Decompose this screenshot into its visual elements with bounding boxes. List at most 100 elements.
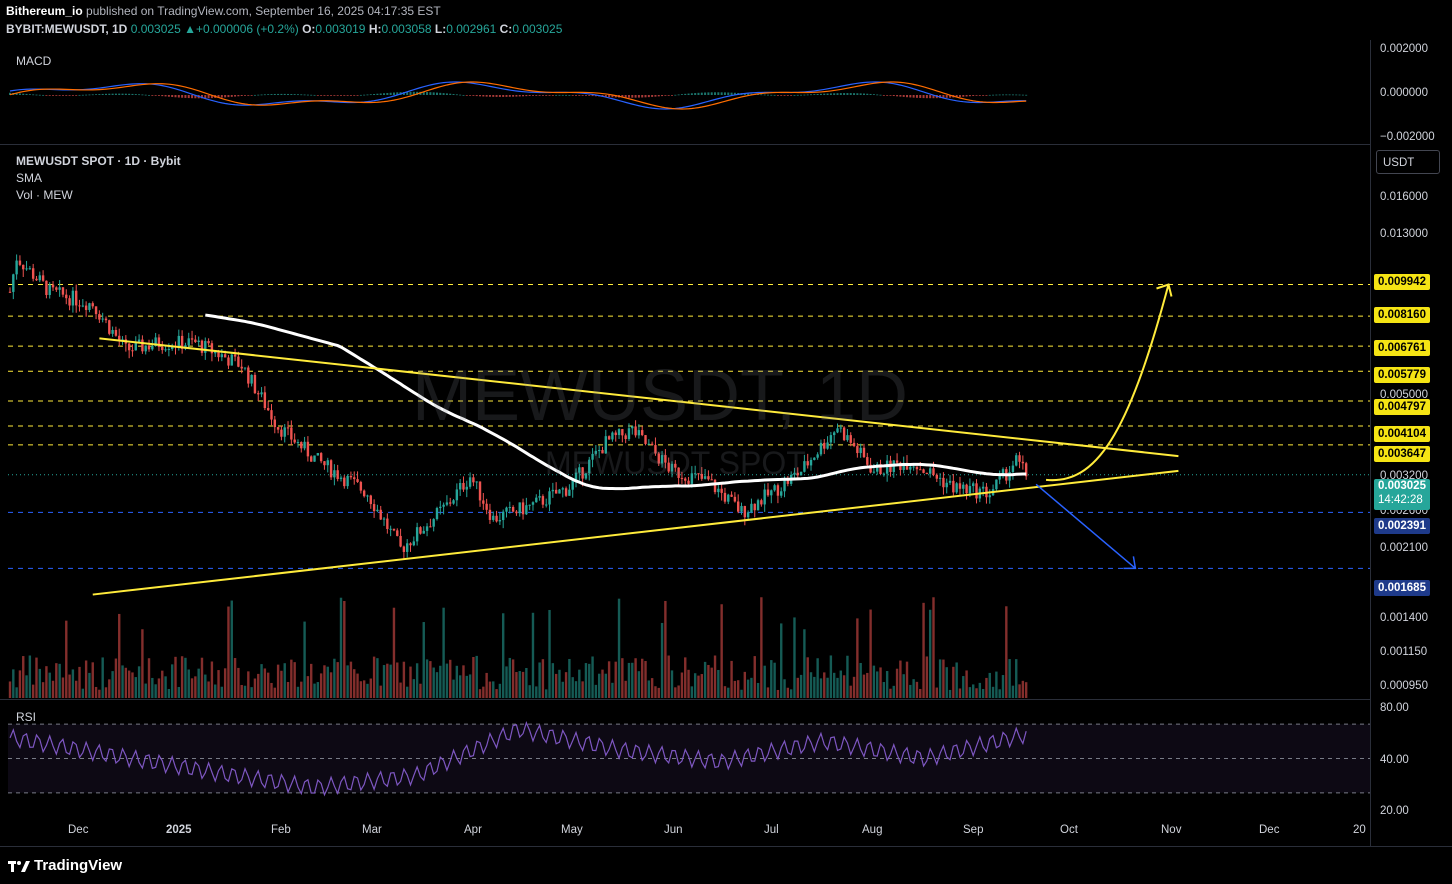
- candle-body: [346, 475, 349, 487]
- volume-bar: [323, 665, 326, 698]
- macd-histogram-bar: [641, 95, 644, 98]
- bearish-arrow-head: [1123, 556, 1137, 570]
- candle-body: [257, 393, 260, 395]
- macd-histogram-bar: [200, 95, 203, 99]
- currency-button[interactable]: USDT: [1376, 150, 1440, 174]
- sma-legend[interactable]: SMA: [16, 171, 43, 185]
- volume-bar: [273, 687, 276, 698]
- macd-histogram-bar: [1025, 94, 1028, 96]
- volume-bar: [541, 659, 545, 698]
- candle-body: [842, 427, 846, 441]
- macd-histogram-bar: [131, 93, 134, 95]
- macd-histogram-bar: [445, 93, 448, 95]
- volume-bar: [816, 658, 819, 698]
- macd-histogram-bar: [541, 95, 544, 96]
- candle-body: [362, 490, 366, 497]
- volume-bar: [545, 689, 548, 698]
- candle-body: [333, 470, 336, 478]
- volume-bar: [591, 656, 594, 698]
- volume-bar: [492, 681, 495, 698]
- macd-histogram-bar: [1008, 94, 1011, 96]
- macd-legend[interactable]: MACD: [16, 54, 52, 68]
- macd-histogram-bar: [104, 93, 107, 95]
- volume-bar: [727, 687, 730, 698]
- candle-body: [826, 442, 829, 449]
- candle-body: [981, 486, 985, 489]
- candle-body: [905, 462, 909, 470]
- volume-bar: [300, 681, 303, 698]
- candle-body: [197, 340, 200, 343]
- macd-histogram-bar: [333, 95, 336, 96]
- candle-body: [84, 305, 88, 310]
- macd-histogram-bar: [862, 93, 865, 95]
- volume-bar: [293, 662, 296, 698]
- chart-canvas[interactable]: [0, 0, 1452, 846]
- macd-histogram-bar: [839, 93, 842, 95]
- candle-body: [75, 290, 78, 306]
- macd-histogram-bar: [290, 94, 293, 95]
- macd-histogram-bar: [1011, 94, 1014, 96]
- candle-body: [422, 530, 425, 534]
- candle-body: [942, 477, 945, 488]
- volume-bar: [220, 686, 224, 698]
- candle-body: [641, 430, 644, 436]
- candle-body: [240, 366, 243, 369]
- macd-histogram-bar: [482, 95, 485, 97]
- volume-bar: [253, 678, 257, 698]
- volume-legend[interactable]: Vol · MEW: [16, 188, 73, 202]
- candle-body: [561, 488, 564, 490]
- level-label: 0.002391: [1374, 518, 1430, 534]
- volume-bar: [406, 686, 409, 698]
- tradingview-logo[interactable]: TradingView: [8, 857, 122, 874]
- macd-histogram-bar: [257, 94, 260, 96]
- macd-histogram-bar: [389, 92, 392, 95]
- price-axis[interactable]: [1370, 40, 1452, 846]
- macd-histogram-bar: [581, 95, 584, 96]
- volume-bar: [786, 687, 790, 698]
- candle-body: [776, 485, 780, 496]
- volume-bar: [270, 682, 273, 698]
- macd-histogram-bar: [902, 95, 905, 97]
- volume-bar: [204, 674, 207, 698]
- macd-histogram-bar: [42, 94, 45, 96]
- volume-bar: [872, 665, 876, 698]
- candle-body: [339, 477, 343, 479]
- volume-bar: [680, 672, 684, 698]
- volume-bar: [832, 672, 836, 698]
- volume-bar: [842, 675, 846, 698]
- macd-histogram-bar: [528, 95, 531, 96]
- rsi-axis-label: 80.00: [1380, 702, 1409, 714]
- volume-bar: [396, 662, 399, 698]
- volume-bar: [227, 606, 230, 698]
- volume-bar: [793, 617, 796, 698]
- candle-body: [968, 486, 972, 494]
- candle-body: [611, 432, 614, 440]
- macd-histogram-bar: [217, 95, 220, 98]
- candle-body: [207, 341, 210, 344]
- sma-line: [205, 313, 1027, 491]
- volume-bar: [68, 674, 71, 698]
- candle-body: [465, 486, 468, 490]
- macd-histogram-bar: [624, 95, 627, 98]
- rsi-legend[interactable]: RSI: [16, 710, 37, 724]
- current-price-value: 0.003025: [1378, 480, 1426, 492]
- candle-body: [601, 450, 604, 454]
- candle-body: [819, 442, 823, 455]
- candle-body: [588, 459, 591, 474]
- volume-bar: [962, 676, 965, 698]
- volume-bar: [925, 656, 929, 698]
- volume-bar: [737, 680, 740, 698]
- macd-histogram-bar: [810, 94, 813, 96]
- publisher-name[interactable]: Bithereum_io: [6, 4, 83, 18]
- volume-bar: [892, 685, 895, 698]
- candle-body: [91, 303, 94, 307]
- volume-bar: [78, 666, 81, 698]
- chart-legend-title[interactable]: MEWUSDT SPOT · 1D · Bybit: [16, 154, 181, 168]
- volume-bar: [958, 688, 962, 698]
- candle-body: [323, 461, 326, 466]
- volume-bar: [240, 684, 243, 698]
- candle-body: [670, 463, 674, 472]
- macd-histogram-bar: [627, 95, 630, 98]
- volume-bar: [773, 662, 776, 698]
- macd-histogram-bar: [978, 95, 981, 96]
